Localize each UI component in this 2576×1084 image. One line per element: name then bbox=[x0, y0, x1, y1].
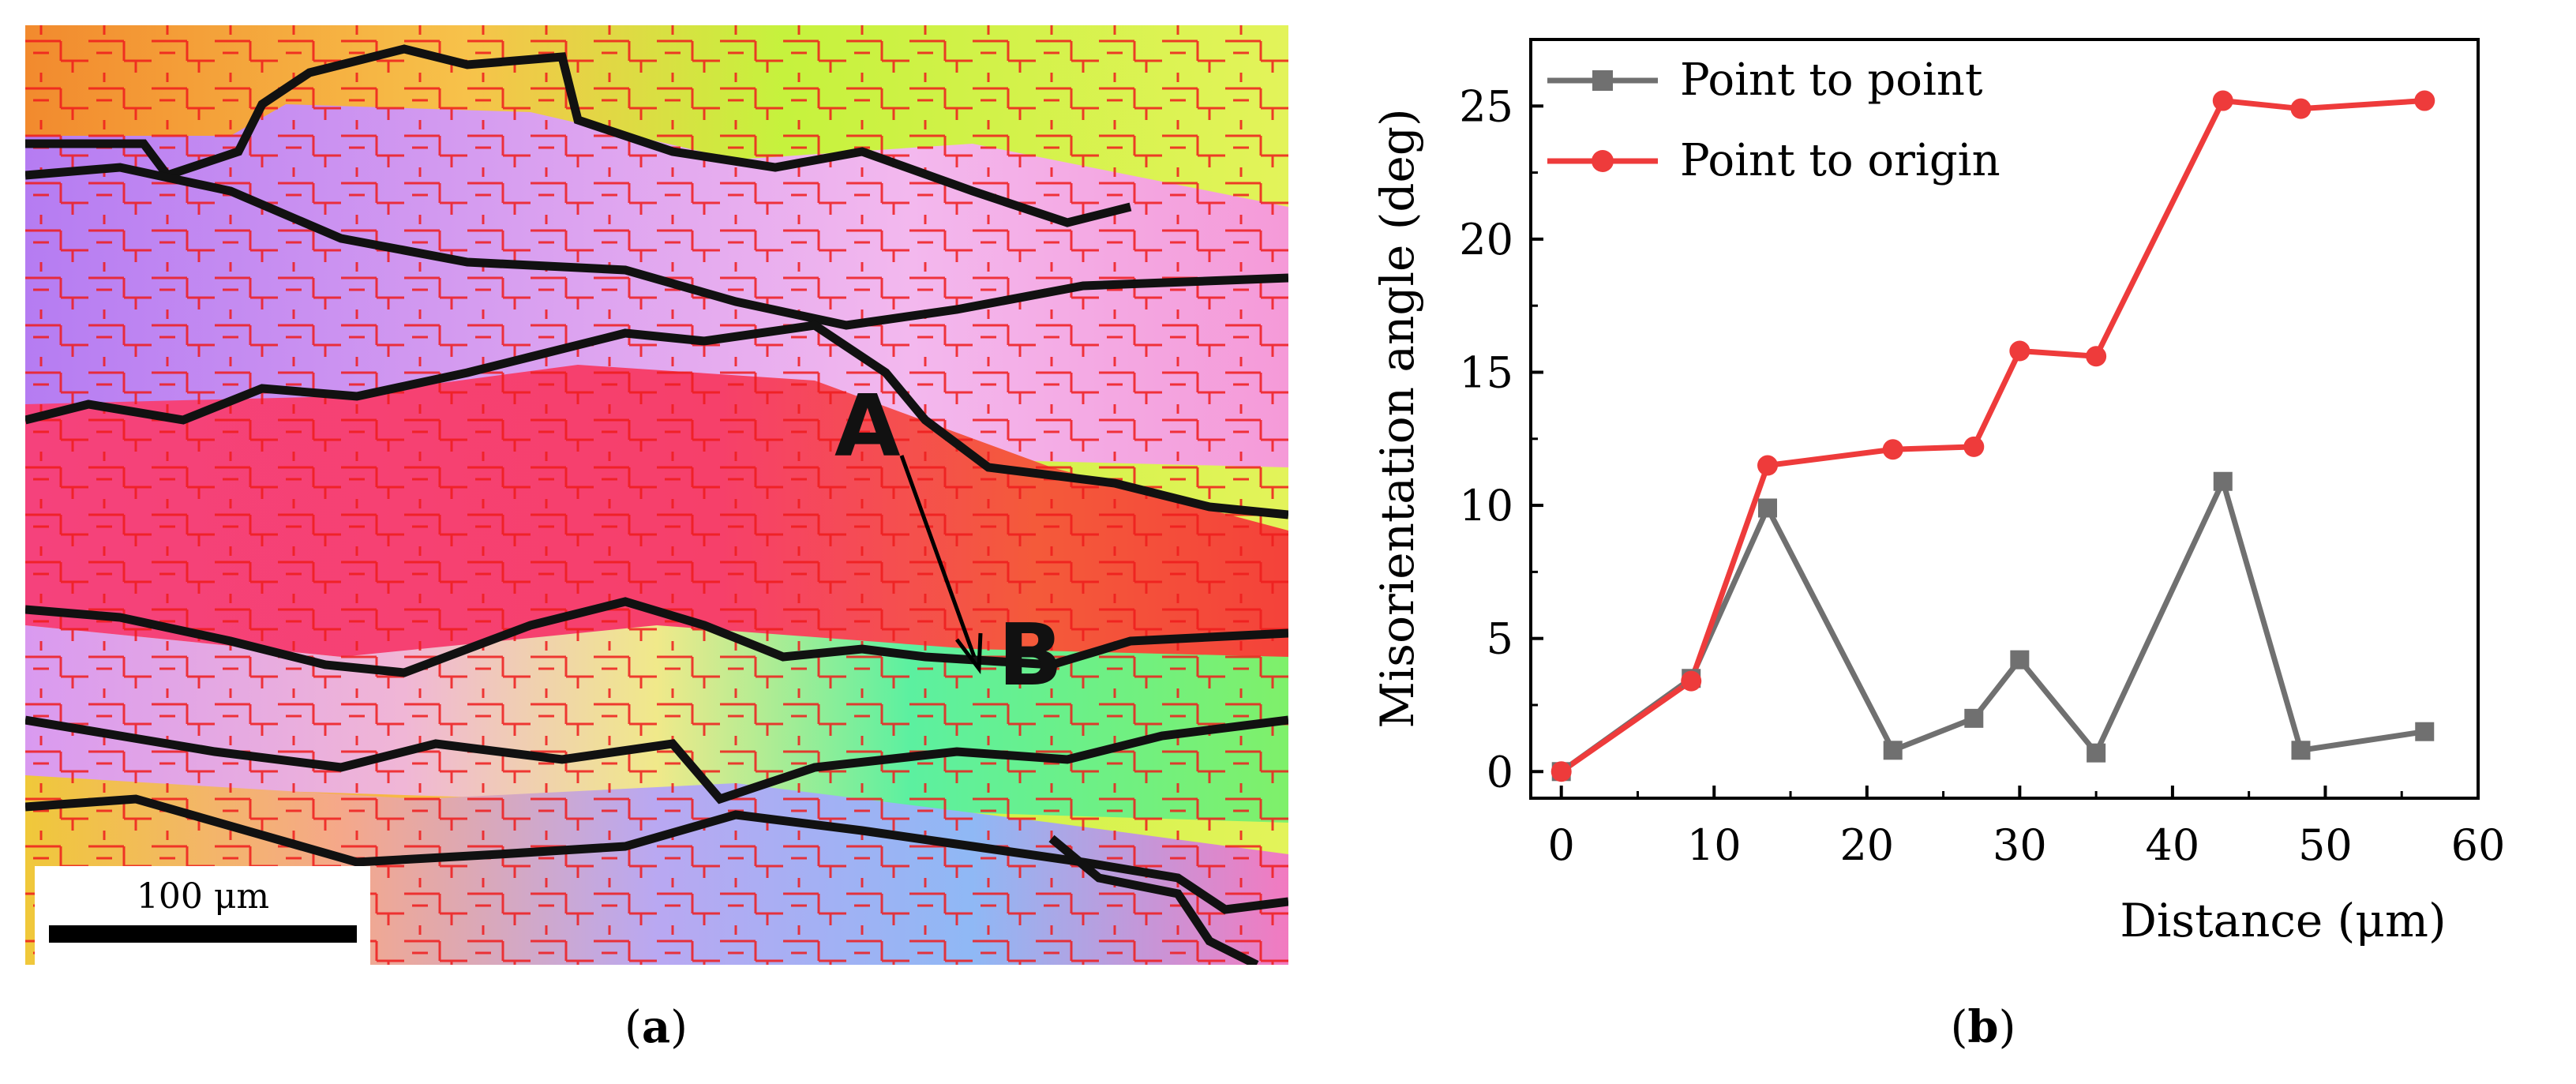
series-line-0 bbox=[1559, 478, 2425, 775]
data-point bbox=[2414, 90, 2435, 111]
data-point bbox=[2087, 743, 2106, 763]
scale-bar: 100 μm bbox=[35, 866, 370, 965]
x-axis: 0 10 20 30 40 50 60 bbox=[1548, 786, 2506, 870]
data-point bbox=[1757, 455, 1778, 476]
x-axis-title: Distance (μm) bbox=[2120, 894, 2446, 947]
x-tick-label: 50 bbox=[2298, 820, 2353, 870]
legend-marker-point-to-origin bbox=[1592, 150, 1614, 172]
caption-b-label: b bbox=[1967, 1001, 1999, 1053]
ebsd-map-panel: A B 100 μm bbox=[24, 25, 1289, 969]
y-tick-label: 10 bbox=[1459, 481, 1513, 531]
y-tick-label: 25 bbox=[1459, 81, 1513, 131]
series-layer bbox=[1550, 90, 2435, 782]
data-point bbox=[2291, 741, 2311, 760]
data-point bbox=[2009, 340, 2030, 362]
legend-label-point-to-point: Point to point bbox=[1680, 54, 1983, 106]
scale-bar-label: 100 μm bbox=[137, 876, 269, 917]
plot-frame bbox=[1529, 38, 2480, 800]
x-tick-label: 40 bbox=[2146, 820, 2200, 870]
data-point bbox=[1882, 439, 1903, 460]
data-point bbox=[2415, 722, 2435, 741]
data-point bbox=[1758, 498, 1777, 518]
y-tick-label: 20 bbox=[1459, 215, 1513, 264]
data-point bbox=[1963, 436, 1985, 457]
y-tick-label: 15 bbox=[1459, 347, 1513, 397]
x-tick-label: 30 bbox=[1993, 820, 2047, 870]
x-tick-label: 60 bbox=[2451, 820, 2506, 870]
ebsd-orientation-map: A B 100 μm bbox=[24, 25, 1289, 969]
data-point bbox=[1883, 741, 1903, 760]
data-point bbox=[2010, 650, 2030, 670]
caption-b: (b) bbox=[1950, 1001, 2016, 1053]
series-line-1 bbox=[1559, 98, 2425, 775]
x-tick-label: 0 bbox=[1548, 820, 1575, 870]
misorientation-chart-panel: 0 10 20 30 40 50 60 0 5 10 15 20 25 Point to point … bbox=[1310, 0, 2576, 1081]
caption-a-label: a bbox=[641, 1001, 671, 1053]
legend-label-point-to-origin: Point to origin bbox=[1680, 135, 2000, 186]
data-point bbox=[1964, 708, 1984, 728]
line-profile-arrow bbox=[899, 455, 983, 675]
x-tick-label: 10 bbox=[1687, 820, 1742, 870]
legend: Point to point Point to origin bbox=[1547, 54, 2000, 186]
data-point bbox=[2212, 90, 2233, 111]
caption-a: (a) bbox=[624, 1001, 688, 1053]
y-tick-label: 5 bbox=[1487, 614, 1513, 664]
data-point bbox=[2086, 346, 2107, 367]
data-point bbox=[1550, 761, 1572, 782]
point-a-label: A bbox=[834, 377, 901, 476]
data-point bbox=[2290, 98, 2312, 119]
y-axis-title: Misorientation angle (deg) bbox=[1370, 108, 1424, 728]
legend-marker-point-to-point bbox=[1592, 70, 1613, 91]
data-point bbox=[1681, 670, 1702, 692]
point-b-label: B bbox=[998, 606, 1063, 705]
misorientation-chart: 0 10 20 30 40 50 60 0 5 10 15 20 25 Point to point … bbox=[1370, 38, 2506, 947]
scale-bar-line bbox=[49, 925, 357, 943]
y-tick-label: 0 bbox=[1487, 747, 1513, 797]
data-point bbox=[2213, 471, 2233, 491]
x-tick-label: 20 bbox=[1839, 820, 1894, 870]
y-axis: 0 5 10 15 20 25 bbox=[1459, 38, 1543, 797]
